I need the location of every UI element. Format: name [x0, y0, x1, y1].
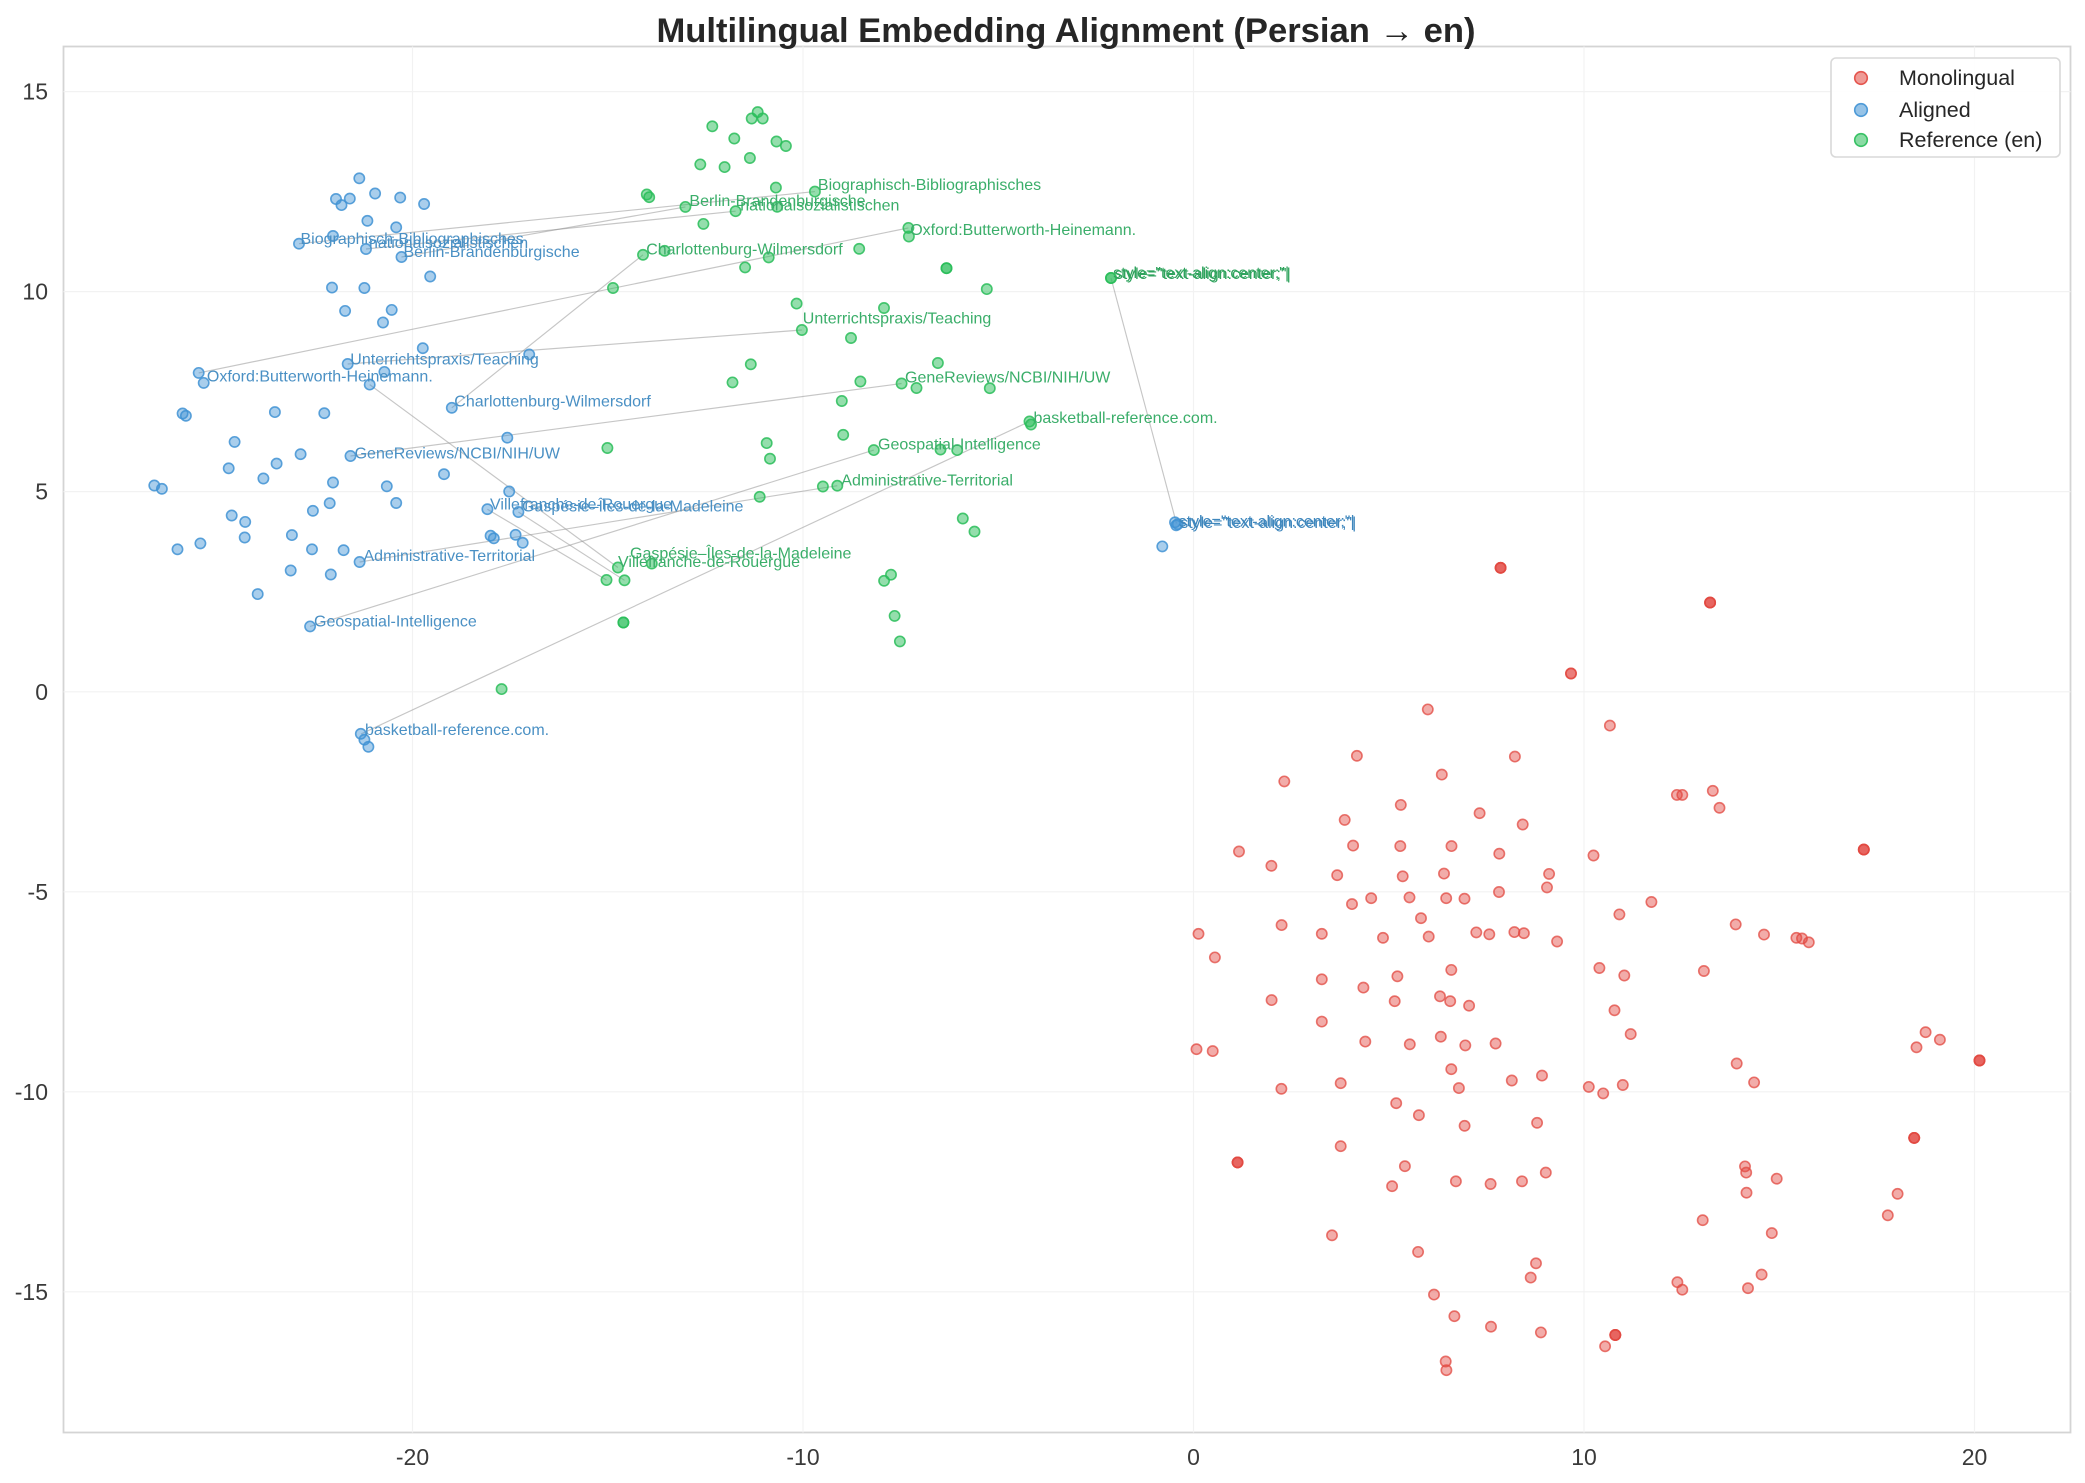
- svg-text:Biographisch-Bibliographisches: Biographisch-Bibliographisches: [818, 177, 1041, 194]
- svg-text:Gaspésie–Îles-de-la-Madeleine: Gaspésie–Îles-de-la-Madeleine: [522, 497, 744, 516]
- svg-text:-15: -15: [15, 1279, 48, 1305]
- svg-text:basketball-reference.com.: basketball-reference.com.: [365, 722, 549, 739]
- svg-text:Administrative-Territorial: Administrative-Territorial: [364, 548, 536, 565]
- svg-text:Villefranche-de-Rouergue: Villefranche-de-Rouergue: [490, 497, 672, 514]
- svg-text:Geospatial-Intelligence: Geospatial-Intelligence: [878, 437, 1041, 454]
- svg-text:Oxford:Butterworth-Heinemann.: Oxford:Butterworth-Heinemann.: [910, 222, 1136, 239]
- svg-text:GeneReviews/NCBI/NIH/UW: GeneReviews/NCBI/NIH/UW: [355, 445, 561, 462]
- svg-text:Geospatial-Intelligence: Geospatial-Intelligence: [314, 614, 477, 631]
- svg-text:Berlin-Brandenburgische: Berlin-Brandenburgische: [689, 193, 865, 210]
- svg-text:-10: -10: [786, 1444, 819, 1470]
- svg-text:nationalsozialistischen: nationalsozialistischen: [740, 198, 899, 215]
- svg-text:Aligned: Aligned: [1899, 98, 1971, 122]
- svg-text:style="text-align:center;"|: style="text-align:center;"|: [1115, 266, 1291, 283]
- svg-text:0: 0: [1187, 1444, 1200, 1470]
- svg-text:10: 10: [22, 279, 48, 305]
- svg-text:Charlottenburg-Wilmersdorf: Charlottenburg-Wilmersdorf: [646, 241, 843, 258]
- svg-text:basketball-reference.com.: basketball-reference.com.: [1034, 410, 1218, 427]
- svg-text:Multilingual Embedding Alignme: Multilingual Embedding Alignment (Persia…: [656, 12, 1475, 50]
- svg-text:15: 15: [22, 79, 48, 105]
- svg-text:-20: -20: [396, 1444, 429, 1470]
- svg-text:-10: -10: [15, 1079, 48, 1105]
- svg-text:Unterrichtspraxis/Teaching: Unterrichtspraxis/Teaching: [803, 311, 992, 328]
- svg-text:Biographisch-Bibliographisches: Biographisch-Bibliographisches: [301, 231, 524, 248]
- svg-text:nationalsozialistischen: nationalsozialistischen: [369, 235, 528, 252]
- svg-text:0: 0: [35, 679, 48, 705]
- svg-text:Villefranche-de-Rouergue: Villefranche-de-Rouergue: [618, 554, 800, 571]
- svg-text:Monolingual: Monolingual: [1899, 66, 2015, 90]
- svg-text:10: 10: [1571, 1444, 1597, 1470]
- svg-text:style="text-align:center;"|: style="text-align:center;"|: [1180, 515, 1356, 532]
- svg-text:Charlottenburg-Wilmersdorf: Charlottenburg-Wilmersdorf: [454, 394, 651, 411]
- svg-text:style="text-align:center;"|: style="text-align:center;"|: [1113, 265, 1289, 282]
- svg-text:Berlin-Brandenburgische: Berlin-Brandenburgische: [404, 244, 580, 261]
- svg-text:style="text-align:center;"|: style="text-align:center;"|: [1179, 514, 1355, 531]
- svg-text:Oxford:Butterworth-Heinemann.: Oxford:Butterworth-Heinemann.: [207, 369, 433, 386]
- svg-text:5: 5: [35, 479, 48, 505]
- svg-text:Reference (en): Reference (en): [1899, 128, 2042, 152]
- svg-text:20: 20: [1962, 1444, 1988, 1470]
- svg-text:Unterrichtspraxis/Teaching: Unterrichtspraxis/Teaching: [350, 351, 539, 368]
- svg-text:GeneReviews/NCBI/NIH/UW: GeneReviews/NCBI/NIH/UW: [905, 370, 1111, 387]
- svg-text:-5: -5: [28, 879, 48, 905]
- svg-text:Gaspésie–Îles-de-la-Madeleine: Gaspésie–Îles-de-la-Madeleine: [630, 544, 852, 563]
- svg-text:Administrative-Territorial: Administrative-Territorial: [841, 473, 1013, 490]
